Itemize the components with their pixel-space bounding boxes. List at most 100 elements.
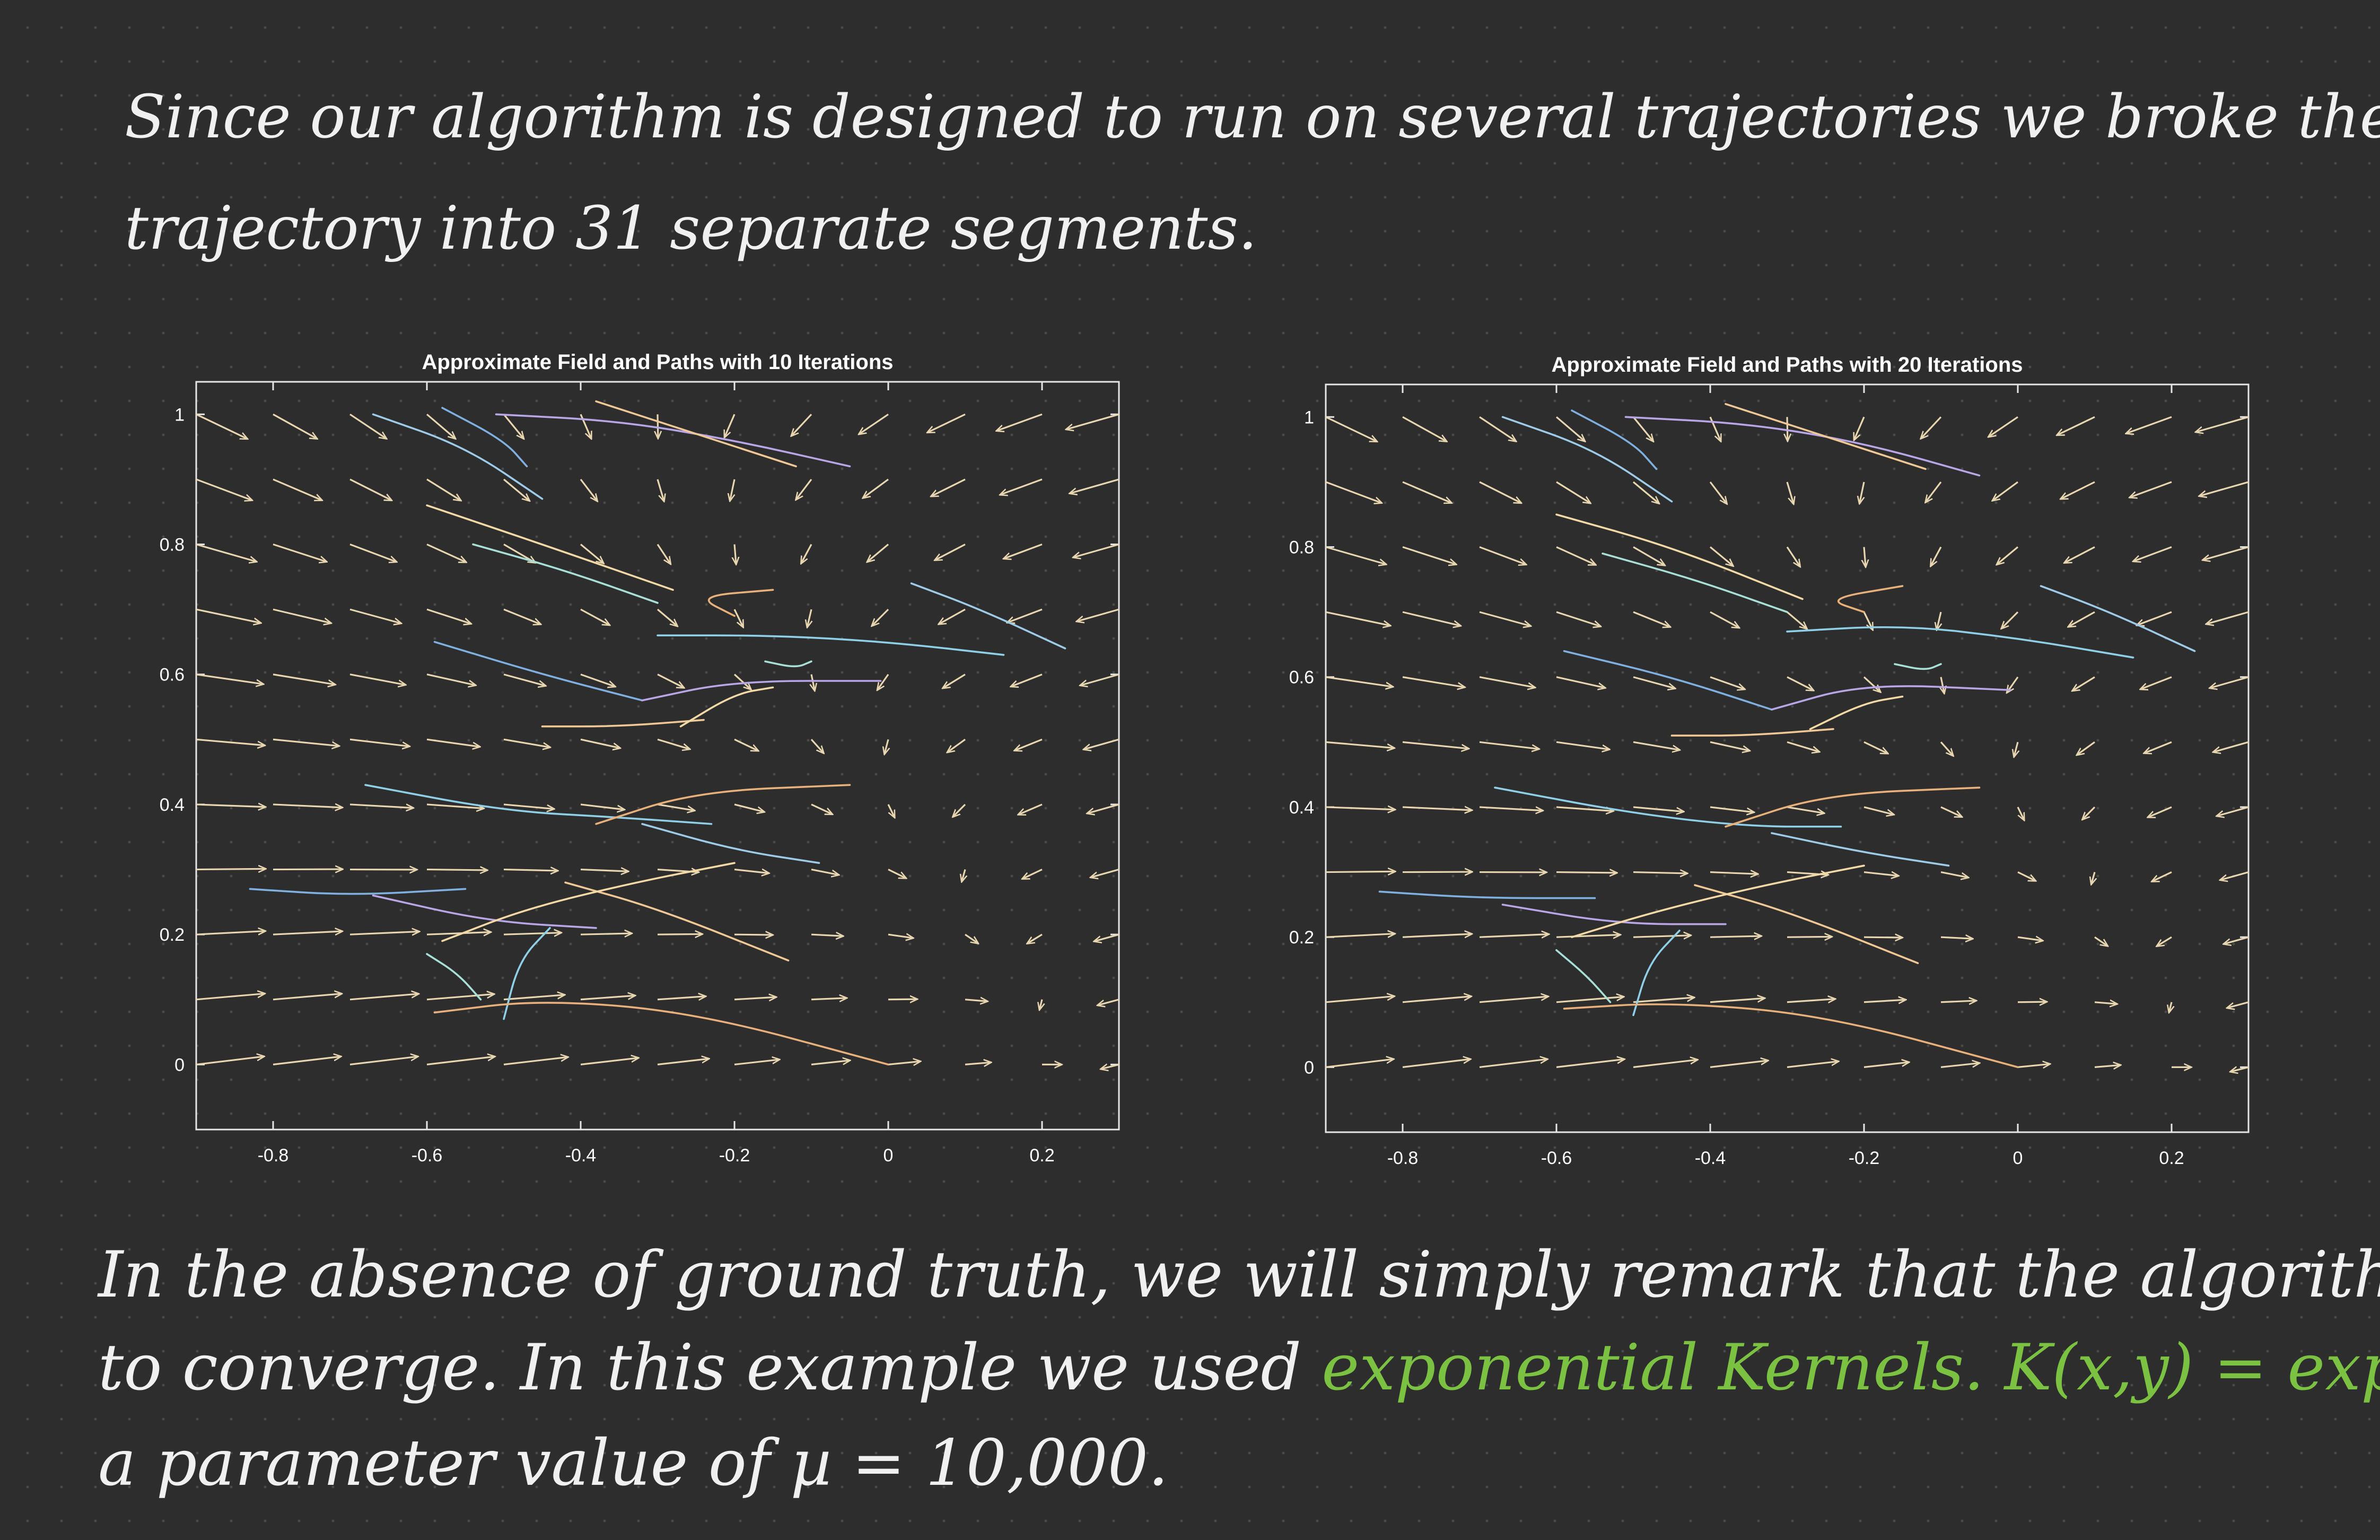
field-arrow [792,414,812,435]
field-arrow [1633,546,1665,565]
field-arrow [1940,806,1962,817]
field-arrow [1863,806,1893,815]
field-arrow [1325,611,1390,625]
field-arrow [1066,413,1119,429]
field-arrow [1402,676,1464,687]
field-arrow [2196,416,2249,432]
field-arrow [2210,676,2249,688]
quiver-chart-20-iterations: Approximate Field and Paths with 20 Iter… [1289,353,2250,1168]
trajectory-path [503,927,551,1020]
field-arrow [503,478,529,501]
field-arrow [273,738,339,746]
field-arrow [2217,806,2249,816]
field-arrow [1325,996,1394,1003]
field-arrow [1940,1001,1976,1002]
x-tick-label: -0.2 [1849,1148,1880,1168]
y-tick-label: 0.8 [160,535,185,555]
field-arrow [1710,806,1754,812]
field-arrow [811,998,846,1000]
field-arrow [273,931,342,934]
field-arrow [1556,806,1613,811]
field-arrow [1863,1062,1909,1068]
y-tick-label: 0.4 [160,795,185,815]
trajectory-path [1725,786,1981,828]
field-arrow [1633,611,1670,627]
field-arrow [580,738,620,748]
vector-field [1325,416,2249,1071]
field-arrow [1710,872,1757,874]
field-arrow [2094,936,2107,946]
field-arrow [349,544,396,562]
field-arrow [1402,807,1472,810]
field-arrow [196,804,265,807]
y-tick-label: 0 [174,1055,185,1075]
field-arrow [872,609,889,626]
trajectory-path [1786,626,2134,659]
field-arrow [503,673,545,686]
field-arrow [1479,934,1548,938]
field-arrow [932,478,966,496]
field-arrow [965,1062,991,1064]
field-arrow [1633,935,1691,937]
field-arrow [1325,416,1377,441]
bottom-note-line3: a parameter value of µ = 10,000. [98,1427,1169,1500]
trajectory-path [1494,786,1842,828]
field-arrow [2017,871,2035,881]
field-arrow [888,1061,920,1064]
field-arrow [2130,481,2172,497]
field-arrow [1940,871,1968,878]
trajectory-path [1563,1003,2019,1069]
field-arrow [811,674,815,690]
field-arrow [1863,872,1898,876]
field-arrow [734,803,764,812]
x-tick-label: -0.8 [1387,1148,1419,1168]
field-arrow [1633,998,1694,1003]
field-arrow [885,739,888,754]
field-arrow [734,544,736,564]
field-arrow [503,995,564,1001]
field-arrow [1854,416,1865,440]
field-arrow [349,478,391,500]
trajectory-path [1809,695,1904,730]
field-arrow [962,869,965,881]
trajectory-path [1670,728,1834,737]
trajectory-path [1501,904,1727,925]
field-arrow [1633,872,1687,873]
field-arrow [1710,998,1764,1003]
trajectory-path [426,504,674,591]
field-arrow [733,609,743,627]
field-arrow [1070,478,1119,493]
field-arrow [657,996,705,1000]
field-arrow [196,608,260,623]
y-tick-label: 0.8 [1289,538,1314,558]
field-arrow [796,478,812,500]
trajectory-paths [1378,402,2196,1069]
field-arrow [1402,546,1456,564]
field-arrow [2213,741,2249,752]
field-arrow [2094,1065,2120,1067]
field-arrow [965,933,978,943]
trajectory-path [1571,864,1865,938]
field-arrow [196,543,256,562]
field-arrow [1023,869,1043,879]
field-arrow [349,994,418,1001]
field-arrow [953,803,966,817]
field-arrow [273,543,326,562]
field-arrow [1556,546,1595,565]
field-arrow [1098,999,1119,1005]
field-arrow [580,544,603,563]
chart-title: Approximate Field and Paths with 20 Iter… [1551,353,2023,377]
kernel-formula: K(x,y) = exp(xᵀ·yµ) [2005,1331,2380,1405]
field-arrow [811,803,832,814]
field-arrow [1084,738,1119,749]
field-arrow [503,803,554,809]
x-tick-label: 0.2 [2159,1148,2184,1168]
field-arrow [1633,1060,1697,1068]
field-arrow [1325,481,1381,503]
field-arrow [426,803,483,808]
field-arrow [426,932,491,935]
field-arrow [273,804,342,808]
field-arrow [2014,741,2018,756]
field-arrow [273,478,321,500]
field-arrow [580,933,631,934]
